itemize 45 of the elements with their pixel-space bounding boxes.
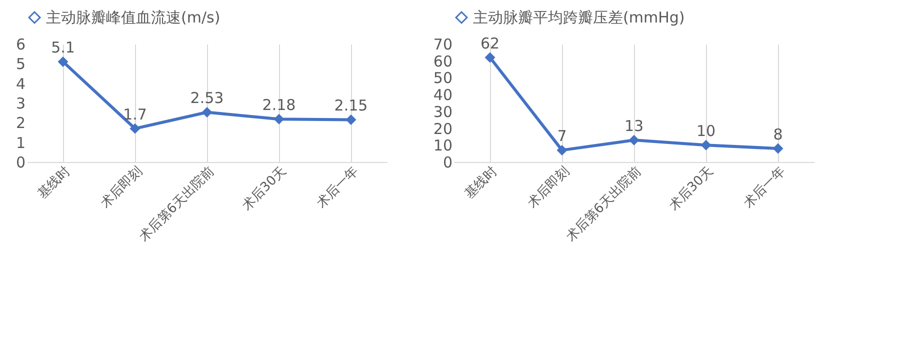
point [58,56,68,67]
y-tick-label: 3 [16,94,26,112]
data-label: 1.7 [123,106,147,124]
legend-label: 主动脉瓣峰值血流速(m/s) [46,8,220,26]
y-tick-label: 6 [16,36,26,54]
data-label: 5.1 [51,38,75,57]
y-tick-label: 4 [16,74,26,93]
y-tick-label: 2 [16,114,26,132]
data-label: 2.15 [334,96,368,115]
data-label: 7 [557,127,567,146]
y-tick-label: 40 [433,86,452,104]
point [202,107,212,118]
legend-label: 主动脉瓣平均跨瓣压差(mmHg) [473,8,685,26]
point [346,114,356,125]
y-tick-label: 5 [16,55,26,74]
x-tick-label: 术后一年 [741,164,788,212]
data-label: 13 [624,117,644,136]
x-tick-label: 术后即刻 [525,164,572,212]
data-label: 2.18 [262,96,296,114]
y-tick-label: 1 [16,134,26,152]
y-tick-label: 0 [16,154,26,172]
x-tick-label: 术后30天 [666,164,716,214]
point [628,134,640,146]
point [772,143,784,154]
point [556,144,568,156]
data-label: 10 [696,122,716,140]
point [130,123,140,134]
data-label: 8 [773,126,783,144]
x-tick-label: 基线时 [35,164,74,202]
point [700,140,712,150]
data-label: 62 [480,34,500,52]
x-tick-label: 术后一年 [314,164,362,212]
y-tick-label: 20 [433,120,452,138]
point [274,114,284,124]
x-tick-label: 基线时 [462,164,500,202]
y-tick-label: 70 [433,36,452,54]
x-tick-label: 术后即刻 [98,164,146,212]
data-label: 2.53 [190,89,224,108]
y-tick-label: 30 [433,102,452,121]
x-tick-label: 术后30天 [240,164,290,214]
point [484,52,496,63]
y-tick-label: 10 [433,136,452,155]
y-tick-label: 60 [433,52,452,70]
y-tick-label: 0 [442,154,452,172]
y-tick-label: 50 [433,69,452,88]
